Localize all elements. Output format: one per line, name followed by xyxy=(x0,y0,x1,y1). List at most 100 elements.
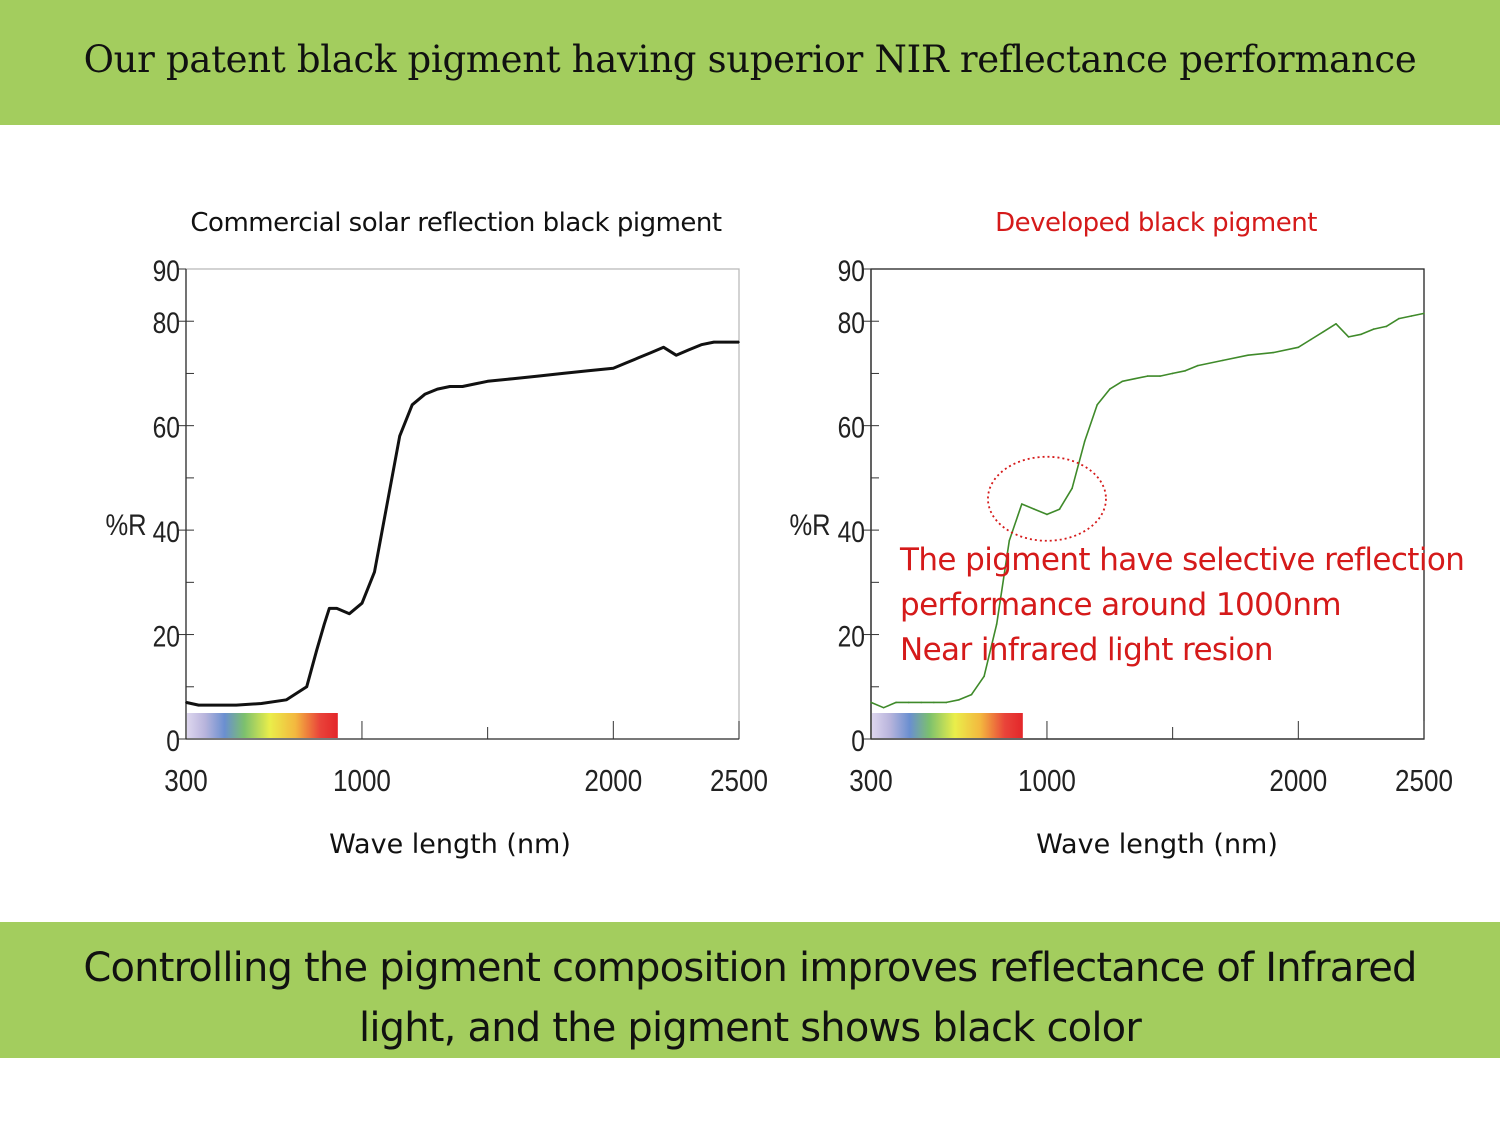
chart-title-developed: Developed black pigment xyxy=(995,208,1317,238)
y-tick-label: 90 xyxy=(838,254,865,288)
data-point xyxy=(958,699,960,701)
data-point xyxy=(907,701,910,704)
data-point xyxy=(725,341,728,343)
chart-0: 0 20 40 60 80 90 300 1000 2000 2500 %R Wave length … xyxy=(105,254,767,860)
x-tick-label: 300 xyxy=(164,764,207,799)
data-point xyxy=(1196,364,1199,367)
data-point xyxy=(933,701,935,704)
selective-reflection-note: The pigment have selective reflection pe… xyxy=(900,538,1490,673)
data-point xyxy=(1222,359,1224,362)
data-point xyxy=(870,701,872,704)
data-point xyxy=(185,701,187,704)
data-point xyxy=(1146,375,1149,377)
data-point xyxy=(1272,351,1274,354)
data-point xyxy=(1423,312,1425,315)
data-point xyxy=(1247,354,1249,356)
data-point xyxy=(662,346,665,349)
data-point xyxy=(1398,317,1400,320)
data-point xyxy=(920,701,923,704)
data-point xyxy=(1083,440,1086,443)
data-point xyxy=(1410,315,1413,317)
data-point xyxy=(1297,346,1300,349)
data-point xyxy=(1310,338,1312,341)
data-point xyxy=(945,701,948,704)
data-point xyxy=(587,370,589,372)
data-point xyxy=(1347,336,1350,338)
data-point xyxy=(411,403,414,406)
data-point xyxy=(436,388,439,390)
data-point xyxy=(637,356,640,359)
data-point xyxy=(625,362,627,364)
y-tick-label: 0 xyxy=(166,724,180,758)
note-line: performance around 1000nm xyxy=(900,587,1342,623)
data-point xyxy=(1171,372,1174,375)
data-point xyxy=(486,380,489,383)
data-point xyxy=(1322,330,1325,333)
x-tick-label: 1000 xyxy=(333,764,391,799)
data-point xyxy=(323,623,326,625)
y-tick-label: 0 xyxy=(851,724,865,758)
data-point xyxy=(983,675,985,678)
title-banner: Our patent black pigment having superior… xyxy=(0,0,1500,125)
data-point xyxy=(537,375,539,377)
y-tick-label: 20 xyxy=(838,619,865,653)
data-point xyxy=(1372,328,1375,330)
data-point xyxy=(361,602,363,605)
data-point xyxy=(449,385,451,388)
data-point xyxy=(461,385,464,388)
data-point xyxy=(511,377,514,380)
note-line: Near infrared light resion xyxy=(900,632,1274,668)
data-point xyxy=(328,607,331,610)
y-axis-label: %R xyxy=(105,508,146,541)
data-point xyxy=(474,383,476,385)
data-point xyxy=(882,706,885,709)
data-point xyxy=(687,349,690,351)
data-point xyxy=(1058,508,1061,511)
x-axis-label: Wave length (nm) xyxy=(1036,829,1278,860)
data-point xyxy=(285,699,288,701)
data-point xyxy=(210,704,212,706)
visible-spectrum-bar xyxy=(187,713,338,738)
data-point xyxy=(650,351,652,354)
data-point xyxy=(1184,370,1187,372)
data-point xyxy=(336,607,338,610)
data-point xyxy=(398,435,401,437)
y-axis-label: %R xyxy=(789,508,830,541)
peak-highlight-ellipse xyxy=(987,455,1107,542)
data-point xyxy=(1335,323,1337,325)
data-point xyxy=(1108,388,1111,390)
data-point xyxy=(1385,325,1388,328)
plot-frame xyxy=(185,268,740,740)
data-point xyxy=(612,367,615,370)
series-line xyxy=(185,340,739,707)
data-point xyxy=(995,623,998,625)
data-point xyxy=(895,701,897,704)
chart-1: 0 20 40 60 80 90 300 1000 2000 2500 %R Wave length … xyxy=(789,254,1452,860)
slide-title: Our patent black pigment having superior… xyxy=(83,38,1417,81)
data-point xyxy=(423,393,426,396)
x-tick-label: 1000 xyxy=(1018,764,1076,799)
visible-spectrum-bar xyxy=(872,713,1023,738)
x-tick-label: 2500 xyxy=(1395,764,1453,799)
note-line: The pigment have selective reflection xyxy=(900,542,1465,578)
data-point xyxy=(1134,377,1136,380)
data-point xyxy=(305,685,308,688)
data-point xyxy=(373,571,376,573)
data-point xyxy=(1360,333,1362,336)
data-point xyxy=(386,503,388,505)
y-tick-label: 80 xyxy=(153,306,180,340)
conclusion-line-2: light, and the pigment shows black color xyxy=(359,1005,1142,1051)
data-point xyxy=(1121,380,1124,383)
x-tick-label: 2000 xyxy=(584,764,642,799)
y-tick-label: 90 xyxy=(153,254,180,288)
data-point xyxy=(1096,403,1099,406)
x-tick-label: 300 xyxy=(849,764,892,799)
chart-title-commercial: Commercial solar reflection black pigmen… xyxy=(190,208,722,238)
data-point xyxy=(700,343,703,346)
data-point xyxy=(315,649,318,652)
y-tick-label: 40 xyxy=(153,515,180,549)
y-tick-label: 80 xyxy=(838,306,865,340)
data-point xyxy=(1033,508,1036,511)
conclusion-text: Controlling the pigment composition impr… xyxy=(20,938,1480,1058)
